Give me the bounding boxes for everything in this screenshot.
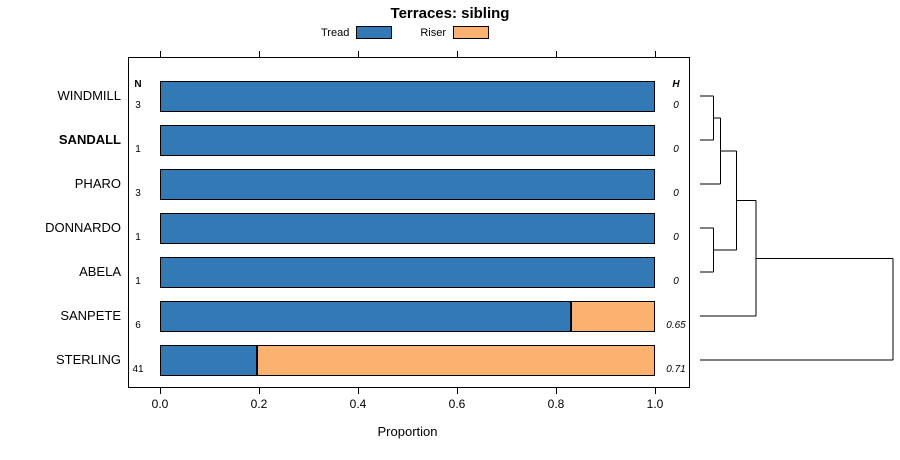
n-value: 1: [135, 144, 141, 155]
legend-swatch-riser: [453, 26, 489, 39]
x-axis-tick-top: [358, 51, 359, 57]
legend-label-tread: Tread: [321, 26, 350, 39]
x-tick-label: 0.6: [448, 397, 466, 411]
row-label-windmill: WINDMILL: [57, 88, 121, 103]
x-tick-label: 1.0: [646, 397, 664, 411]
x-axis-tick-top: [655, 51, 656, 57]
bar-segment-tread: [160, 212, 655, 244]
h-value: 0: [673, 144, 679, 155]
n-value: 6: [135, 320, 141, 331]
x-axis-tick-bottom: [259, 388, 260, 394]
x-tick-label: 0.0: [151, 397, 169, 411]
row-label-sanpete: SANPETE: [60, 308, 121, 323]
x-axis-tick-top: [160, 51, 161, 57]
legend-label-riser: Riser: [420, 26, 446, 39]
row-label-sandall: SANDALL: [58, 132, 121, 147]
bar-segment-tread: [160, 256, 655, 288]
row-label-sterling: STERLING: [55, 352, 121, 367]
n-value: 1: [135, 232, 141, 243]
legend-item-riser: Riser: [420, 26, 489, 39]
x-axis-tick-bottom: [160, 388, 161, 394]
h-value: 0: [673, 188, 679, 199]
bar-segment-riser: [570, 300, 655, 332]
x-axis-tick-bottom: [655, 388, 656, 394]
n-value: 1: [135, 276, 141, 287]
legend: Tread Riser: [0, 26, 810, 39]
bar-segment-tread: [160, 300, 571, 332]
x-tick-label: 0.2: [250, 397, 268, 411]
row-label-donnardo: DONNARDO: [45, 220, 121, 235]
h-value: 0.71: [666, 364, 686, 375]
bar-segment-riser: [256, 344, 655, 376]
n-column-header: N: [134, 79, 142, 90]
bar-segment-tread: [160, 80, 655, 112]
x-axis-tick-top: [457, 51, 458, 57]
row-label-pharo: PHARO: [74, 176, 121, 191]
bar-segment-tread: [160, 344, 257, 376]
x-axis-tick-bottom: [457, 388, 458, 394]
x-axis-tick-bottom: [358, 388, 359, 394]
x-axis-tick-top: [556, 51, 557, 57]
x-axis-tick-top: [259, 51, 260, 57]
chart-title: Terraces: sibling: [390, 5, 510, 22]
x-axis-tick-bottom: [556, 388, 557, 394]
legend-swatch-tread: [356, 26, 393, 39]
h-value: 0.65: [666, 320, 686, 331]
n-value: 41: [132, 364, 144, 375]
legend-item-tread: Tread: [321, 26, 393, 39]
h-column-header: H: [672, 79, 680, 90]
h-value: 0: [673, 276, 679, 287]
n-value: 3: [135, 100, 141, 111]
row-label-abela: ABELA: [79, 264, 121, 279]
h-value: 0: [673, 232, 679, 243]
x-tick-label: 0.4: [349, 397, 367, 411]
bar-segment-tread: [160, 124, 655, 156]
bar-segment-tread: [160, 168, 655, 200]
h-value: 0: [673, 100, 679, 111]
n-value: 3: [135, 188, 141, 199]
plot-area: [128, 57, 690, 388]
x-tick-label: 0.8: [547, 397, 565, 411]
x-axis-title: Proportion: [377, 424, 438, 439]
